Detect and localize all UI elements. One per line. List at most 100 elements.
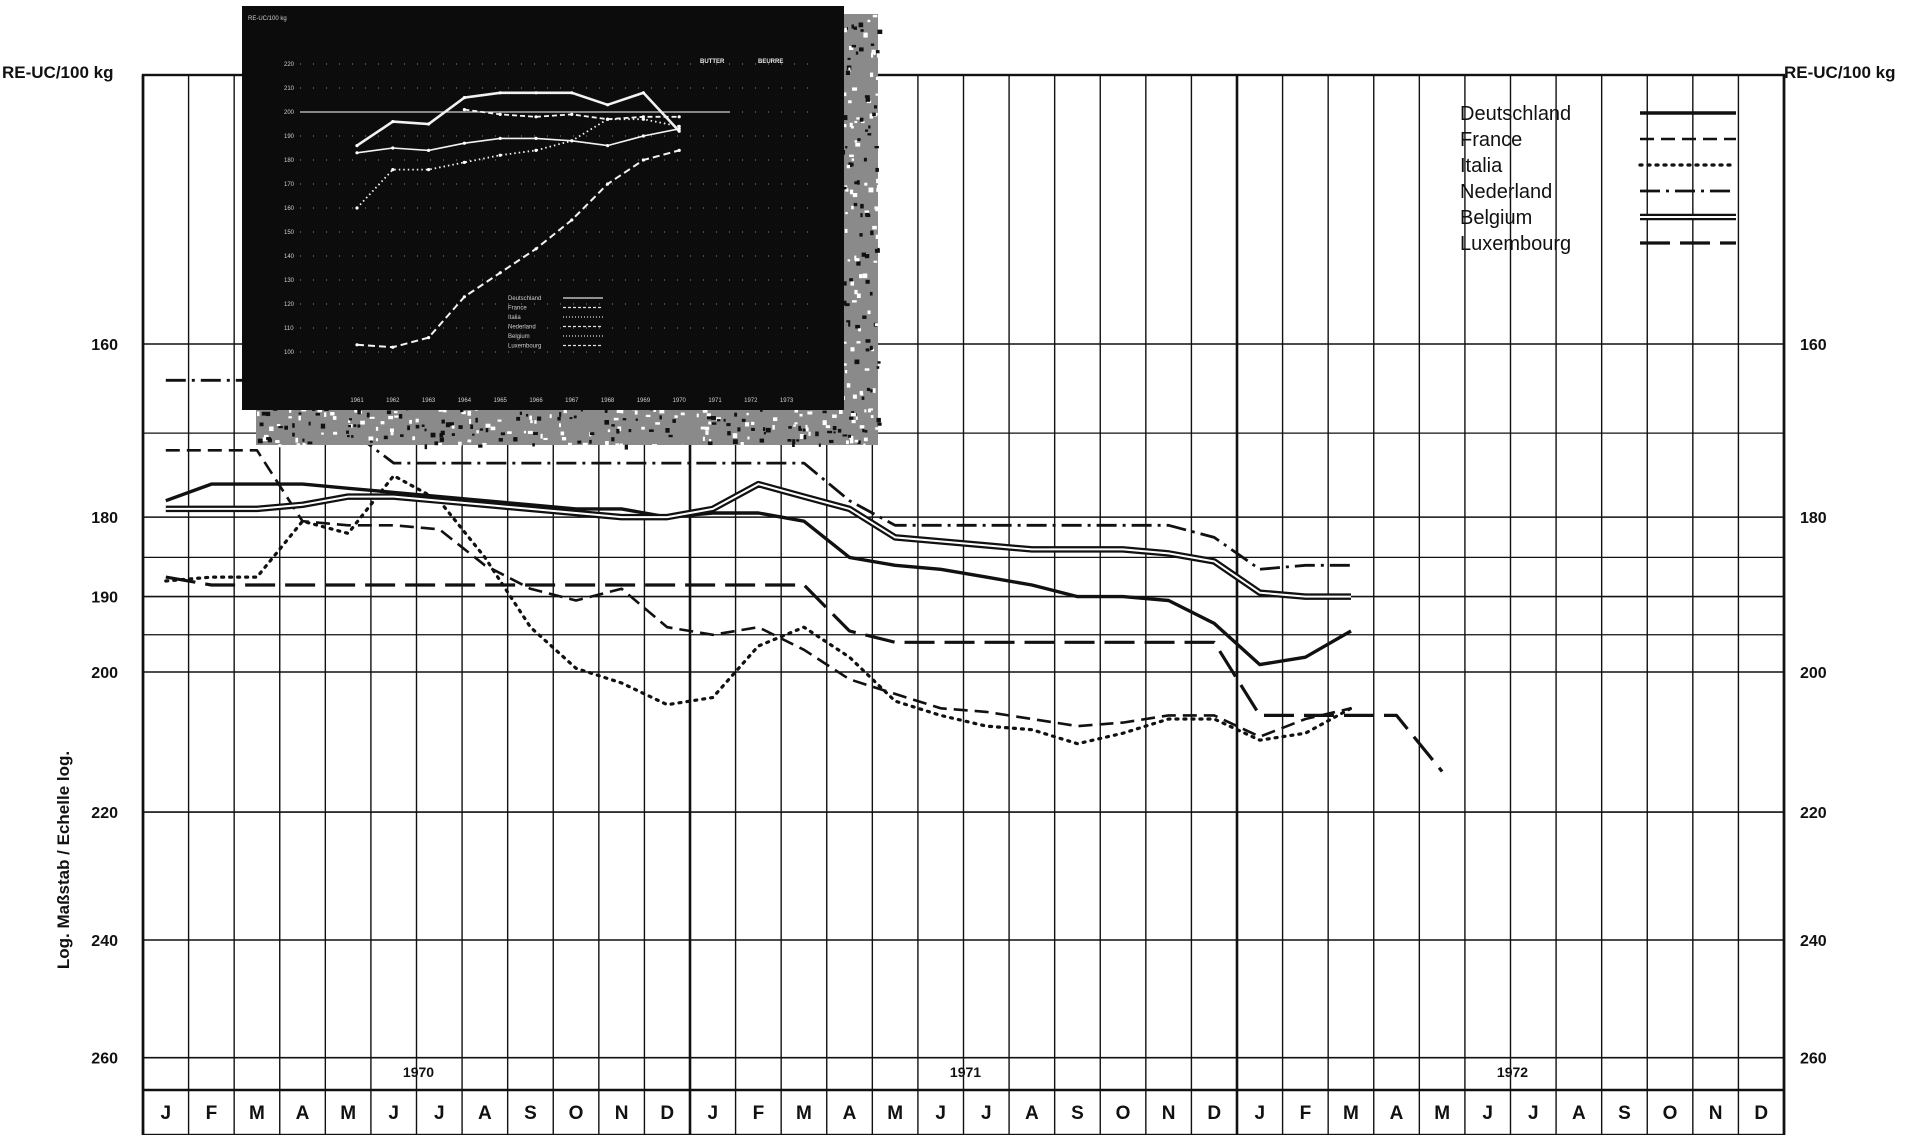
month-label: D xyxy=(1207,1103,1221,1124)
inset-speckle xyxy=(582,442,588,447)
inset-speckle xyxy=(388,415,394,420)
inset-speckle xyxy=(833,431,836,434)
inset-speckle xyxy=(847,259,851,262)
inset-speckle xyxy=(876,53,881,58)
inset-speckle xyxy=(846,440,849,445)
inset-speckle xyxy=(716,419,721,422)
inset-speckle xyxy=(278,426,283,429)
year-label: 1971 xyxy=(950,1064,981,1080)
month-label: M xyxy=(340,1103,356,1124)
inset-speckle xyxy=(490,426,496,431)
month-label: N xyxy=(1162,1103,1176,1124)
inset-speckle xyxy=(875,93,880,96)
inset-speckle xyxy=(605,441,609,446)
inset-speckle xyxy=(850,347,855,352)
inset-speckle xyxy=(439,433,444,438)
inset-speckle xyxy=(269,426,274,432)
y-tick-label-right: 260 xyxy=(1800,1051,1827,1068)
inset-speckle xyxy=(829,439,834,444)
inset-speckle xyxy=(653,409,657,412)
inset-speckle xyxy=(851,205,854,210)
legend-label: Nederland xyxy=(1460,181,1552,203)
inset-speckle xyxy=(864,368,870,371)
inset-tick-label: 130 xyxy=(284,278,295,284)
inset-point xyxy=(677,148,681,152)
legend-label: Luxembourg xyxy=(1460,233,1571,255)
inset-speckle xyxy=(732,439,738,445)
inset-speckle xyxy=(854,181,858,185)
inset-speckle xyxy=(619,443,623,449)
inset-speckle xyxy=(763,431,766,435)
inset-speckle xyxy=(668,434,673,438)
inset-speckle xyxy=(723,418,726,422)
y-tick-label-right: 160 xyxy=(1800,337,1827,354)
inset-speckle xyxy=(862,315,867,319)
inset-point xyxy=(391,345,395,349)
inset-speckle xyxy=(347,435,350,438)
y-tick-label-right: 200 xyxy=(1800,665,1827,682)
inset-tick-label: 150 xyxy=(284,230,295,236)
inset-year-label: 1962 xyxy=(386,398,400,404)
inset-speckle xyxy=(849,122,853,128)
month-label: J xyxy=(1482,1103,1493,1124)
inset-speckle xyxy=(561,437,567,441)
inset-speckle xyxy=(839,409,843,415)
inset-point xyxy=(570,218,574,222)
series-line-france xyxy=(165,448,1352,739)
inset-speckle xyxy=(843,341,847,344)
inset-speckle xyxy=(265,411,271,417)
inset-speckle xyxy=(875,76,880,81)
inset-speckle xyxy=(877,29,883,35)
inset-speckle xyxy=(394,411,398,414)
inset-year-label: 1967 xyxy=(565,398,579,404)
inset-speckle xyxy=(394,415,399,418)
inset-speckle xyxy=(706,413,711,417)
inset-point xyxy=(355,343,359,347)
inset-speckle xyxy=(861,252,867,257)
inset-speckle xyxy=(288,416,292,419)
inset-speckle xyxy=(861,396,865,400)
inset-speckle xyxy=(430,432,436,438)
inset-point xyxy=(462,141,466,145)
month-label: F xyxy=(1300,1103,1312,1124)
inset-speckle xyxy=(292,423,295,428)
inset-speckle xyxy=(859,47,864,52)
y-tick-label-right: 240 xyxy=(1800,933,1827,950)
inset-speckle xyxy=(415,418,419,423)
inset-speckle xyxy=(445,422,450,428)
inset-tick-label: 210 xyxy=(284,86,295,92)
inset-speckle xyxy=(851,126,854,129)
inset-speckle xyxy=(301,408,307,412)
inset-speckle xyxy=(360,420,365,425)
inset-speckle xyxy=(763,427,766,431)
inset-speckle xyxy=(302,438,305,442)
inset-speckle xyxy=(421,424,425,427)
inset-speckle xyxy=(628,429,632,433)
inset-speckle xyxy=(832,426,837,431)
inset-speckle xyxy=(862,273,868,279)
inset-legend-label: Nederland xyxy=(508,325,536,331)
inset-speckle xyxy=(876,184,880,189)
inset-point xyxy=(427,122,431,126)
inset-speckle xyxy=(589,432,595,436)
inset-speckle xyxy=(872,225,877,230)
inset-speckle xyxy=(620,409,624,414)
month-label: O xyxy=(569,1103,584,1124)
inset-speckle xyxy=(569,417,573,420)
inset-point xyxy=(677,115,681,119)
inset-point xyxy=(427,336,431,340)
inset-speckle xyxy=(635,418,638,421)
inset-point xyxy=(427,148,431,152)
inset-speckle xyxy=(846,320,851,323)
inset-point xyxy=(391,168,395,172)
inset-speckle xyxy=(559,412,562,417)
inset-speckle xyxy=(867,19,871,23)
inset-speckle xyxy=(399,414,403,419)
inset-speckle xyxy=(467,410,472,416)
month-label: A xyxy=(843,1103,857,1124)
inset-speckle xyxy=(266,437,271,440)
inset-speckle xyxy=(864,409,867,413)
inset-speckle xyxy=(607,429,611,433)
inset-speckle xyxy=(348,424,352,428)
